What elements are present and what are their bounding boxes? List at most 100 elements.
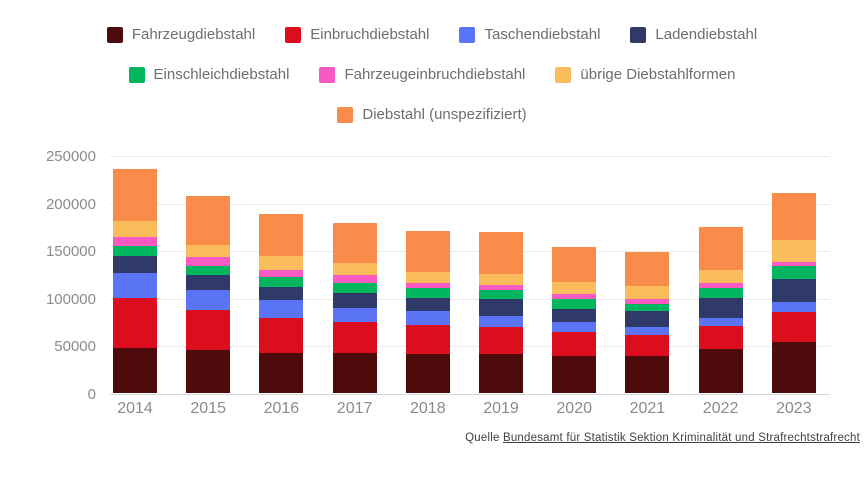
segment-2023-übrige-diebstahlformen xyxy=(771,240,816,262)
segment-2015-fahrzeugdiebstahl xyxy=(186,350,231,393)
segment-2014-fahrzeugdiebstahl xyxy=(113,348,157,393)
gridline-50000 xyxy=(110,346,830,348)
legend-item-fahrzeugeinbruchdiebstahl: Fahrzeugeinbruchdiebstahl xyxy=(319,66,525,83)
plot-area xyxy=(110,156,830,395)
x-tick-label-2022: 2022 xyxy=(702,400,739,417)
segment-2015-taschendiebstahl xyxy=(186,289,231,311)
y-tick-label-250000: 250000 xyxy=(45,148,96,165)
gridline-150000 xyxy=(110,251,830,253)
segment-2018-einbruchdiebstahl xyxy=(405,325,450,354)
legend-swatch-icon xyxy=(555,66,572,83)
segment-2017-diebstahl-unspezifiziert- xyxy=(332,223,377,264)
segment-2019-fahrzeugdiebstahl xyxy=(479,353,523,393)
gridline-0 xyxy=(110,394,830,395)
x-tick-label-2021: 2021 xyxy=(629,400,666,417)
segment-2022-einbruchdiebstahl xyxy=(698,326,743,350)
x-tick-label-2016: 2016 xyxy=(263,400,300,417)
legend-label: Fahrzeugeinbruchdiebstahl xyxy=(344,66,526,83)
segment-2016-einbruchdiebstahl xyxy=(259,318,304,353)
segment-2020-einschleichdiebstahl xyxy=(552,298,597,309)
segment-2017-übrige-diebstahlformen xyxy=(332,263,377,275)
segment-2023-ladendiebstahl xyxy=(771,278,816,303)
segment-2019-übrige-diebstahlformen xyxy=(479,273,523,285)
segment-2022-übrige-diebstahlformen xyxy=(698,270,743,284)
segment-2014-taschendiebstahl xyxy=(113,272,157,298)
legend-label: Fahrzeugdiebstahl xyxy=(131,26,256,43)
y-tick-label-150000: 150000 xyxy=(45,243,96,261)
segment-2022-taschendiebstahl xyxy=(698,318,743,327)
x-tick-label-2014: 2014 xyxy=(117,400,153,417)
gridline-100000 xyxy=(110,298,830,300)
bar-2015 xyxy=(186,196,231,393)
y-tick-label-0: 0 xyxy=(87,386,96,403)
segment-2014-einschleichdiebstahl xyxy=(113,246,157,257)
segment-2022-ladendiebstahl xyxy=(698,298,743,319)
segment-2016-diebstahl-unspezifiziert- xyxy=(259,213,304,257)
y-tick-label-100000: 100000 xyxy=(45,290,96,308)
segment-2023-fahrzeugdiebstahl xyxy=(771,341,816,393)
segment-2017-einbruchdiebstahl xyxy=(332,322,377,353)
segment-2023-taschendiebstahl xyxy=(771,302,816,313)
segment-2020-taschendiebstahl xyxy=(552,322,597,333)
segment-2015-fahrzeugeinbruchdiebstahl xyxy=(186,257,231,266)
segment-2017-fahrzeugeinbruchdiebstahl xyxy=(332,274,377,284)
segment-2019-fahrzeugeinbruchdiebstahl xyxy=(479,284,523,290)
bar-2021 xyxy=(625,251,670,393)
legend-swatch-icon xyxy=(630,26,647,43)
legend-swatch-icon xyxy=(337,106,354,123)
legend-label: Ladendiebstahl xyxy=(655,26,758,43)
legend-item-fahrzeugdiebstahl: Fahrzeugdiebstahl xyxy=(106,26,256,43)
legend-swatch-icon xyxy=(459,26,476,43)
segment-2015-diebstahl-unspezifiziert- xyxy=(186,196,231,245)
segment-2019-diebstahl-unspezifiziert- xyxy=(479,232,523,274)
legend-label: Einbruchdiebstahl xyxy=(310,26,430,43)
legend-item-einschleichdiebstahl: Einschleichdiebstahl xyxy=(128,66,290,83)
segment-2014-einbruchdiebstahl xyxy=(113,297,157,349)
segment-2016-taschendiebstahl xyxy=(259,300,304,319)
legend-label: Taschendiebstahl xyxy=(484,26,601,43)
segment-2016-fahrzeugdiebstahl xyxy=(259,352,304,393)
segment-2022-fahrzeugeinbruchdiebstahl xyxy=(698,283,743,289)
legend-row: Einschleichdiebstahl Fahrzeugeinbruchdieb… xyxy=(0,66,864,83)
bar-2022 xyxy=(698,226,743,393)
legend-row: Fahrzeugdiebstahl Einbruchdiebstahl Tasche… xyxy=(0,26,864,43)
segment-2019-ladendiebstahl xyxy=(479,299,523,316)
segment-2021-ladendiebstahl xyxy=(625,311,670,327)
segment-2020-ladendiebstahl xyxy=(552,308,597,323)
legend-swatch-icon xyxy=(285,26,302,43)
y-tick-label-50000: 50000 xyxy=(54,338,96,356)
bar-2020 xyxy=(552,247,597,393)
segment-2023-diebstahl-unspezifiziert- xyxy=(771,193,816,241)
segment-2023-einschleichdiebstahl xyxy=(771,266,816,279)
segment-2019-einbruchdiebstahl xyxy=(479,327,523,354)
legend-item-einbruchdiebstahl: Einbruchdiebstahl xyxy=(285,26,429,43)
segment-2017-fahrzeugdiebstahl xyxy=(332,352,377,393)
segment-2014-fahrzeugeinbruchdiebstahl xyxy=(113,237,157,247)
legend-label: Diebstahl (unspezifiziert) xyxy=(362,106,527,123)
segment-2018-diebstahl-unspezifiziert- xyxy=(405,230,450,273)
segment-2014-diebstahl-unspezifiziert- xyxy=(113,169,157,221)
segment-2016-übrige-diebstahlformen xyxy=(259,256,304,270)
gridline-250000 xyxy=(110,156,830,157)
legend-label: Einschleichdiebstahl xyxy=(153,66,290,83)
x-tick-label-2020: 2020 xyxy=(556,400,592,417)
segment-2021-übrige-diebstahlformen xyxy=(625,286,670,299)
segment-2020-übrige-diebstahlformen xyxy=(552,282,597,294)
legend-item-taschendiebstahl: Taschendiebstahl xyxy=(459,26,600,43)
legend-row: Diebstahl (unspezifiziert) xyxy=(0,106,864,123)
chart-legend: Fahrzeugdiebstahl Einbruchdiebstahl Tasche… xyxy=(0,26,864,123)
segment-2018-einschleichdiebstahl xyxy=(405,287,450,298)
x-tick-label-2023: 2023 xyxy=(776,400,812,417)
bar-2014 xyxy=(113,169,157,393)
segment-2017-ladendiebstahl xyxy=(332,292,377,308)
segment-2016-ladendiebstahl xyxy=(259,286,304,301)
segment-2015-übrige-diebstahlformen xyxy=(186,244,231,258)
source-prefix: Quelle xyxy=(465,432,500,444)
bar-2016 xyxy=(259,213,304,393)
source-link[interactable]: Bundesamt für Statistik Sektion Kriminal… xyxy=(502,432,860,444)
segment-2018-fahrzeugdiebstahl xyxy=(405,354,450,393)
segment-2016-fahrzeugeinbruchdiebstahl xyxy=(259,269,304,277)
x-tick-label-2019: 2019 xyxy=(483,400,519,417)
segment-2015-einschleichdiebstahl xyxy=(186,265,231,276)
segment-2021-fahrzeugdiebstahl xyxy=(625,355,670,393)
